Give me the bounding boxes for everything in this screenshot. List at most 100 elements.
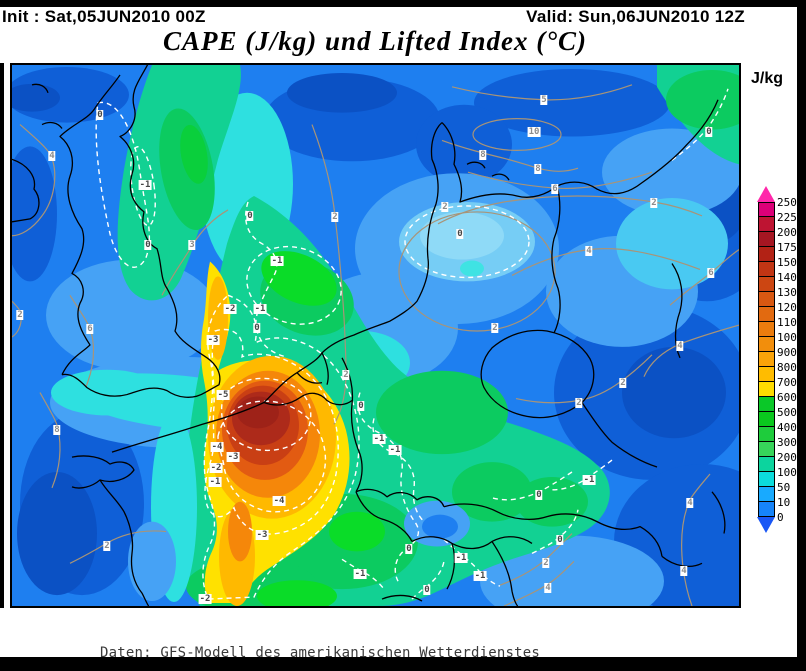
li-negative-contour-label: -1 bbox=[253, 304, 267, 314]
colorbar-tick-label: 2000 bbox=[777, 226, 804, 239]
li-negative-contour-label: 0 bbox=[556, 535, 564, 545]
li-negative-contour-label: -5 bbox=[216, 390, 230, 400]
cape-overlay-pockets bbox=[128, 411, 470, 603]
li-negative-contour-label: 0 bbox=[535, 490, 543, 500]
colorbar-segment bbox=[758, 502, 775, 517]
colorbar-segment bbox=[758, 382, 775, 397]
colorbar-segment bbox=[758, 262, 775, 277]
colorbar-segment bbox=[758, 232, 775, 247]
colorbar-segment bbox=[758, 472, 775, 487]
colorbar-segment bbox=[758, 277, 775, 292]
li-positive-contour-label: 2 bbox=[619, 378, 627, 388]
li-positive-contour-label: 2 bbox=[542, 558, 550, 568]
li-negative-contour-label: -4 bbox=[272, 496, 286, 506]
li-positive-contour-label: 6 bbox=[551, 184, 559, 194]
li-negative-contour-label: -1 bbox=[473, 571, 487, 581]
colorbar-tick-label: 900 bbox=[777, 346, 797, 359]
colorbar-tick-label: 1200 bbox=[777, 301, 804, 314]
footer-data-source: Daten: GFS-Modell des amerikanischen Wet… bbox=[100, 645, 541, 661]
li-positive-contour-label: 6 bbox=[86, 324, 94, 334]
li-positive-contour-label: 4 bbox=[686, 498, 694, 508]
li-negative-contour-label: -2 bbox=[223, 304, 237, 314]
top-border-bar bbox=[0, 0, 806, 7]
li-negative-contour-label: -4 bbox=[210, 442, 224, 452]
li-positive-contour-label: 2 bbox=[441, 202, 449, 212]
li-negative-contour-label: -1 bbox=[353, 569, 367, 579]
li-negative-contour-label: -3 bbox=[226, 452, 240, 462]
li-negative-contour-label: -1 bbox=[454, 553, 468, 563]
li-positive-contour-label: 2 bbox=[342, 370, 350, 380]
li-positive-contour-label: 4 bbox=[680, 566, 688, 576]
colorbar-segment bbox=[758, 412, 775, 427]
weather-map: 0 -1 0 0 -1 -1 -2 0 -3 -5 -4 -3 -2 -1 0 -1 -1 -4 -3 -2 0 0 -1 0… bbox=[10, 63, 741, 608]
li-negative-contour-label: -1 bbox=[582, 475, 596, 485]
colorbar-tick-label: 50 bbox=[777, 481, 791, 494]
li-positive-contour-label: 8 bbox=[53, 425, 61, 435]
colorbar-segment bbox=[758, 337, 775, 352]
cape-warm-core bbox=[201, 261, 350, 606]
init-time: Init : Sat,05JUN2010 00Z bbox=[2, 7, 206, 26]
right-border-bar bbox=[797, 0, 806, 671]
li-positive-contour-label: 2 bbox=[331, 212, 339, 222]
colorbar-tick-label: 700 bbox=[777, 376, 797, 389]
colorbar-segment bbox=[758, 352, 775, 367]
li-negative-contour-label: -1 bbox=[372, 434, 386, 444]
li-negative-contour-label: -1 bbox=[208, 477, 222, 487]
li-negative-contour-label: 0 bbox=[96, 110, 104, 120]
colorbar-tick-label: 0 bbox=[777, 511, 784, 524]
li-negative-contour-label: -1 bbox=[388, 445, 402, 455]
li-positive-contour-label: 2 bbox=[16, 310, 24, 320]
li-positive-contour-label: 10 bbox=[527, 127, 541, 137]
colorbar-tick-label: 1750 bbox=[777, 241, 804, 254]
li-positive-contour-label: 4 bbox=[676, 341, 684, 351]
colorbar-segment bbox=[758, 322, 775, 337]
colorbar-segment bbox=[758, 202, 775, 217]
map-canvas bbox=[12, 65, 739, 606]
cape-colorbar: 2500 2250 2000 1750 1500 1400 1300 1200 1100 1000… bbox=[757, 186, 804, 533]
colorbar-segment bbox=[758, 457, 775, 472]
colorbar-tick-label: 100 bbox=[777, 466, 797, 479]
colorbar-tick-label: 500 bbox=[777, 406, 797, 419]
footer-credits: Daten: GFS-Modell des amerikanischen Wet… bbox=[100, 611, 540, 671]
li-negative-contour-label: 0 bbox=[405, 544, 413, 554]
li-negative-contour-label: -3 bbox=[206, 335, 220, 345]
colorbar-tick-label: 2500 bbox=[777, 196, 804, 209]
li-positive-contour-label: 2 bbox=[650, 198, 658, 208]
li-negative-contour-label: -3 bbox=[255, 530, 269, 540]
li-positive-contour-label: 8 bbox=[479, 150, 487, 160]
colorbar-tick-label: 1500 bbox=[777, 256, 804, 269]
li-negative-contour-label: -1 bbox=[270, 256, 284, 266]
colorbar-segment bbox=[758, 367, 775, 382]
li-positive-contour-label: 4 bbox=[48, 151, 56, 161]
li-negative-contour-label: -2 bbox=[209, 463, 223, 473]
colorbar-tick-label: 300 bbox=[777, 436, 797, 449]
colorbar-tick-label: 1000 bbox=[777, 331, 804, 344]
li-positive-contour-label: 3 bbox=[188, 240, 196, 250]
colorbar-tick-label: 400 bbox=[777, 421, 797, 434]
colorbar-segment bbox=[758, 247, 775, 262]
colorbar-tick-label: 600 bbox=[777, 391, 797, 404]
coastlines-borders bbox=[12, 65, 726, 606]
colorbar-segment bbox=[758, 427, 775, 442]
colorbar-segment bbox=[758, 442, 775, 457]
li-positive-contour-label: 2 bbox=[575, 398, 583, 408]
colorbar-arrow-up bbox=[757, 186, 775, 202]
colorbar-tick-label: 10 bbox=[777, 496, 791, 509]
li-negative-contour-label: 0 bbox=[253, 323, 261, 333]
li-negative-contour-label: 0 bbox=[357, 401, 365, 411]
li-positive-contour-label: 6 bbox=[707, 268, 715, 278]
li-positive-contour-label: 4 bbox=[544, 583, 552, 593]
colorbar-segment bbox=[758, 487, 775, 502]
left-border-bar bbox=[0, 63, 4, 608]
colorbar-arrow-down bbox=[757, 517, 775, 533]
li-positive-contour-label: 4 bbox=[585, 246, 593, 256]
contour-label-layer: 0 -1 0 0 -1 -1 -2 0 -3 -5 -4 -3 -2 -1 0 -1 -1 -4 -3 -2 0 0 -1 0… bbox=[12, 65, 739, 606]
colorbar-tick-label: 1400 bbox=[777, 271, 804, 284]
li-negative-contour-label: 0 bbox=[423, 585, 431, 595]
li-negative-contour-label: -1 bbox=[138, 180, 152, 190]
chart-title: CAPE (J/kg) und Lifted Index (°C) bbox=[162, 26, 588, 56]
colorbar-tick-label: 2250 bbox=[777, 211, 804, 224]
li-negative-contour-label: 0 bbox=[705, 127, 713, 137]
li-positive-contour-label: 5 bbox=[540, 95, 548, 105]
